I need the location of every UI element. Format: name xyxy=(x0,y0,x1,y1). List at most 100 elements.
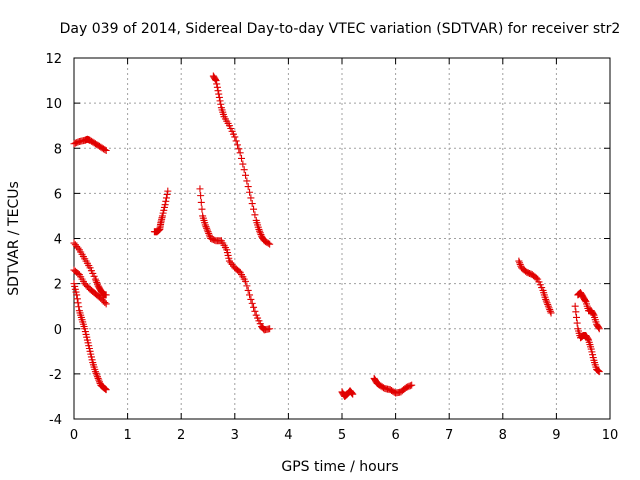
data-point xyxy=(250,303,258,311)
data-point xyxy=(216,97,224,105)
data-point xyxy=(92,277,100,285)
data-point xyxy=(247,194,255,202)
data-points xyxy=(70,72,603,400)
y-tick-label: 8 xyxy=(54,142,62,157)
data-point xyxy=(235,145,243,153)
data-point xyxy=(406,382,414,390)
data-point xyxy=(516,260,524,268)
y-tick-label: 0 xyxy=(54,323,62,338)
data-point xyxy=(238,154,245,162)
data-point xyxy=(101,146,109,154)
data-point xyxy=(243,177,251,185)
data-point xyxy=(348,389,356,397)
data-point xyxy=(214,87,222,95)
data-point xyxy=(573,313,580,321)
data-point xyxy=(543,299,551,307)
data-point xyxy=(544,302,552,310)
data-point xyxy=(93,278,101,286)
data-point xyxy=(594,366,602,374)
data-point xyxy=(74,244,82,252)
data-point xyxy=(515,257,523,265)
data-point xyxy=(93,371,101,379)
data-point xyxy=(545,304,553,312)
data-point xyxy=(233,141,241,149)
data-point xyxy=(266,240,274,248)
series-arc-i xyxy=(370,374,416,397)
data-point xyxy=(196,185,204,193)
series-arc-h xyxy=(338,387,357,400)
series-arc-d xyxy=(70,280,110,394)
data-point xyxy=(264,239,272,247)
data-point xyxy=(242,171,250,179)
data-point xyxy=(246,291,254,299)
data-point xyxy=(542,297,550,305)
x-tick-label: 2 xyxy=(177,428,185,443)
chart-title: Day 039 of 2014, Sidereal Day-to-day VTE… xyxy=(60,21,621,37)
data-point xyxy=(74,299,82,307)
data-point xyxy=(102,147,110,155)
data-point xyxy=(231,133,239,141)
data-point xyxy=(101,385,109,393)
data-point xyxy=(595,324,603,332)
data-point xyxy=(248,200,256,208)
series-arc-f xyxy=(196,185,274,334)
data-point xyxy=(162,197,170,205)
x-tick-label: 5 xyxy=(338,428,346,443)
data-point xyxy=(244,286,252,294)
data-point xyxy=(247,295,255,303)
data-point xyxy=(532,274,540,282)
x-tick-label: 6 xyxy=(391,428,399,443)
y-axis-label: SDTVAR / TECUs xyxy=(6,181,22,296)
data-point xyxy=(256,227,264,235)
x-tick-label: 1 xyxy=(123,428,131,443)
data-point xyxy=(217,100,225,108)
data-point xyxy=(204,228,212,236)
data-point xyxy=(93,373,101,381)
data-point xyxy=(101,385,109,393)
data-point xyxy=(73,295,81,303)
data-point xyxy=(408,381,416,389)
data-point xyxy=(95,378,103,386)
data-point xyxy=(212,77,220,85)
data-point xyxy=(162,194,170,202)
series-arc-a xyxy=(70,135,110,155)
data-point xyxy=(239,160,247,168)
data-point xyxy=(102,291,110,299)
y-tick-label: 10 xyxy=(45,97,62,112)
y-tick-label: 2 xyxy=(54,278,62,293)
data-point xyxy=(102,300,110,308)
data-point xyxy=(595,367,603,375)
y-tick-label: -4 xyxy=(49,413,62,428)
data-point xyxy=(202,223,210,231)
data-point xyxy=(251,211,259,219)
x-tick-label: 9 xyxy=(552,428,560,443)
data-point xyxy=(236,149,244,157)
data-point xyxy=(205,229,213,237)
data-point xyxy=(266,325,274,333)
data-point xyxy=(542,295,550,303)
y-tick-label: 12 xyxy=(45,52,62,67)
x-axis-label: GPS time / hours xyxy=(281,459,398,475)
x-tick-label: 4 xyxy=(284,428,292,443)
series-arc-k xyxy=(574,289,603,333)
data-point xyxy=(197,192,205,200)
data-point xyxy=(91,368,99,376)
data-point xyxy=(102,386,110,394)
data-point xyxy=(91,275,99,283)
data-point xyxy=(92,369,100,377)
data-point xyxy=(349,390,357,398)
data-point xyxy=(581,297,589,305)
data-point xyxy=(572,308,580,316)
data-point xyxy=(595,325,603,333)
data-point xyxy=(347,388,355,396)
data-point xyxy=(244,183,252,191)
x-tick-label: 7 xyxy=(445,428,453,443)
x-tick-label: 0 xyxy=(70,428,78,443)
data-point xyxy=(250,205,258,213)
data-point xyxy=(73,291,81,299)
grid xyxy=(74,58,610,419)
data-point xyxy=(95,376,103,384)
data-point xyxy=(255,225,263,233)
